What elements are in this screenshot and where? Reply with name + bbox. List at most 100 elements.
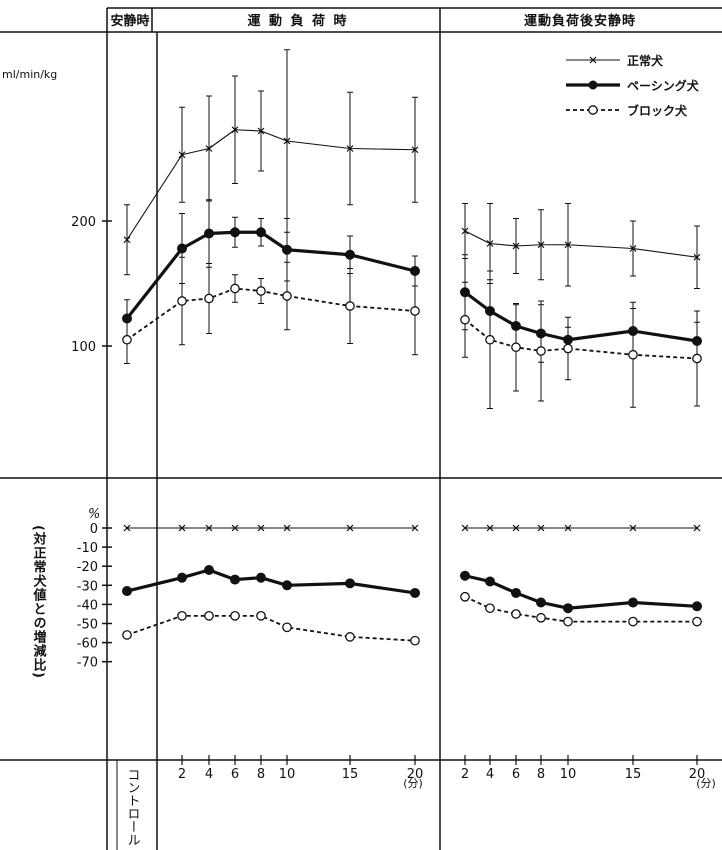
bottom-normal-point [693,524,701,532]
header-rest-label: 安静時 [110,13,149,29]
top-normal-point [693,253,701,261]
recovery-x-tick-label: 15 [625,767,642,782]
top-normal-point [257,127,265,135]
bottom-block-point [345,632,355,642]
bottom-pacing-point [282,580,292,591]
top-normal-line-recovery [464,230,698,258]
top-normal-point [564,241,572,249]
bottom-pacing-point [485,576,495,587]
top-block-point [460,314,470,325]
bottom-normal-point [411,524,419,532]
exercise-x-tick-label: 4 [205,767,213,782]
exercise-x-tick-label: 8 [257,767,265,782]
top-normal-line-exercise [126,129,416,241]
top-pacing-point [204,228,214,239]
top-y-tick-label: 100 [71,340,96,355]
series-markers [122,126,702,646]
recovery-x-tick-label: 6 [512,767,520,782]
recovery-minutes-unit: (分) [696,777,716,790]
top-normal-point [178,151,186,159]
bottom-pacing-point [410,587,420,598]
bottom-normal-point [231,524,239,532]
bottom-pacing-point [692,601,702,612]
top-pacing-point [122,313,132,324]
top-pacing-point [460,287,470,298]
recovery-x-tick-label: 2 [461,767,469,782]
top-pacing-point [563,334,573,345]
bottom-block-point [122,630,132,640]
top-pacing-point [230,227,240,238]
top-pacing-line-exercise [125,230,416,320]
bottom-y-tick-label: -60 [77,637,98,652]
bottom-normal-point [629,524,637,532]
bottom-normal-point [512,524,520,532]
top-block-point [485,334,495,345]
legend-pacing-marker [588,80,598,90]
legend-normal-marker [589,56,597,64]
bottom-pacing-line-recovery [464,574,698,610]
exercise-x-tick-label: 6 [231,767,239,782]
top-pacing-point [511,321,521,331]
top-pacing-line-recovery [464,290,698,343]
top-pacing-point [485,306,495,316]
bottom-pacing-point [345,578,355,589]
bottom-block-line-recovery [464,595,697,623]
bottom-y-tick-label: 0 [90,522,98,537]
exercise-x-tick-label: 2 [178,767,186,782]
top-normal-point [123,236,131,244]
top-block-point [345,301,355,311]
bottom-pacing-point [511,587,521,598]
legend-normal-label: 正常犬 [627,53,664,68]
top-block-line-exercise [126,287,416,341]
top-block-point [692,353,702,364]
bottom-block-point [256,611,266,621]
top-block-point [563,343,573,354]
bottom-block-point [230,611,240,621]
top-pacing-point [410,266,420,276]
bottom-y-axis-title: (対正常犬値との増減比) [31,525,48,679]
top-normal-point [205,145,213,152]
bottom-y-tick-label: -50 [77,618,98,633]
top-pacing-point [345,249,355,260]
exercise-x-tick-label: 10 [279,767,296,782]
recovery-x-tick-label: 4 [486,767,494,782]
exercise-x-tick-label: 15 [342,767,359,782]
header-recovery-label: 運動負荷後安静時 [524,13,636,29]
bottom-y-tick-label: -20 [77,560,98,575]
legend-pacing-label: ペーシング犬 [627,78,700,93]
bottom-block-point [485,603,495,614]
top-pacing-point [282,244,292,255]
bottom-pacing-point [230,574,240,585]
bottom-y-tick-label: -70 [77,656,98,671]
bottom-normal-point [178,524,186,532]
top-y-unit: ml/min/kg [2,68,57,81]
bottom-block-point [204,611,214,621]
top-block-point [282,291,292,301]
axis-ticks: 100 200 0 -10 -20 -30 -40 -50 -60 -70 2 4 6 8 10 15 20 2 4… [71,215,705,782]
bottom-pacing-point [204,565,214,576]
top-normal-point [629,245,637,252]
bottom-pacing-line-exercise [126,568,416,595]
bottom-pacing-point [256,572,266,583]
bottom-block-line-exercise [126,614,416,642]
bottom-pacing-point [460,570,470,581]
top-normal-point [346,145,354,152]
bottom-y-tick-label: -10 [77,541,98,556]
exercise-minutes-unit: (分) [403,777,423,790]
top-block-point [511,342,521,353]
bottom-y-tick-label: -40 [77,598,98,613]
bottom-y-tick-label: -30 [77,579,98,594]
bottom-pacing-point [122,586,132,597]
bottom-block-point [282,622,292,633]
top-normal-point [411,146,419,154]
series-lines [125,129,698,642]
top-block-point [256,286,266,296]
bottom-normal-point [123,524,131,532]
top-block-point [122,334,132,345]
bottom-pacing-point [177,572,187,583]
top-pacing-point [256,227,266,238]
top-normal-point [486,240,494,247]
top-block-point [410,306,420,316]
